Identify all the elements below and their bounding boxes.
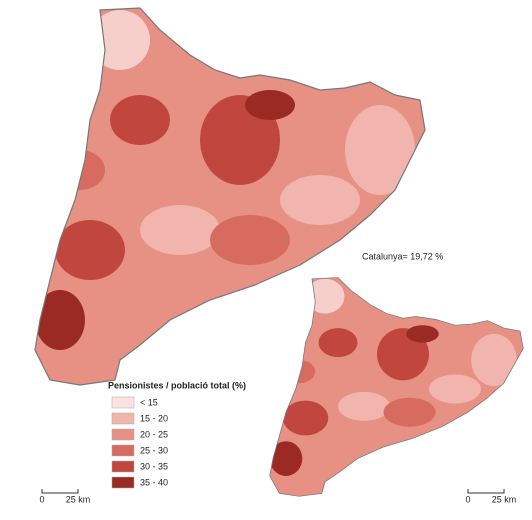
legend-swatch [111,428,135,441]
legend: < 15 15 - 20 20 - 25 25 - 30 30 - 35 35 - 40 [111,396,168,489]
legend-label: 30 - 35 [140,461,168,471]
legend-label: 25 - 30 [140,445,168,455]
legend-swatch [111,460,135,473]
legend-label: 35 - 40 [140,477,168,487]
scale-end: 25 km [492,494,517,504]
legend-swatch [111,476,135,489]
annotation: Catalunya= 19,72 % [362,251,443,261]
scale-bar [41,489,79,494]
scale-end: 25 km [66,494,91,504]
scale-bar [467,489,505,494]
legend-label: 20 - 25 [140,429,168,439]
scale-start: 0 [39,494,44,504]
legend-swatch [111,444,135,457]
legend-label: 15 - 20 [140,413,168,423]
legend-title: Pensionistes / població total (%) [108,380,246,390]
scale-start: 0 [465,494,470,504]
legend-swatch [111,412,135,425]
scale-bars: 0 25 km 0 25 km [39,489,516,504]
county-map [270,278,524,497]
legend-label: < 15 [140,397,158,407]
legend-swatch [111,396,135,409]
